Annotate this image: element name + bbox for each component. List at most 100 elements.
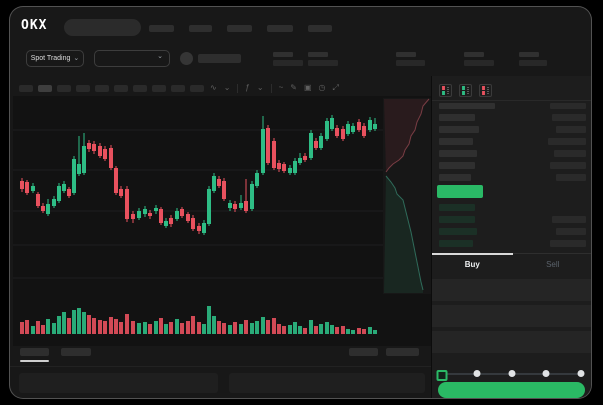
volume-bar	[137, 323, 141, 334]
timeframe-button[interactable]	[114, 85, 128, 92]
volume-bar	[46, 319, 50, 334]
candle-body	[282, 164, 286, 171]
nav-item-placeholder[interactable]	[227, 25, 252, 32]
ask-price-bar[interactable]	[439, 114, 475, 121]
tab-sell[interactable]: Sell	[513, 254, 592, 275]
chevron-down-icon[interactable]: ⌄	[223, 83, 231, 92]
candle-body	[186, 214, 190, 221]
bid-price-bar[interactable]	[439, 228, 477, 235]
volume-bar	[109, 317, 113, 334]
slider-stop-dot	[508, 370, 515, 377]
timeframe-button[interactable]	[19, 85, 33, 92]
volume-bar	[92, 318, 96, 334]
buy-submit-button[interactable]	[438, 382, 585, 398]
indicator-icon[interactable]: ƒ	[245, 83, 250, 92]
search-input[interactable]	[64, 19, 141, 36]
timeframe-button[interactable]	[38, 85, 52, 92]
nav-item-placeholder[interactable]	[189, 25, 212, 32]
bottom-tab[interactable]	[20, 348, 49, 356]
ask-price-bar[interactable]	[439, 126, 479, 133]
slider-stop-dot	[473, 370, 481, 377]
volume-bar	[125, 314, 129, 334]
volume-bar	[217, 321, 221, 334]
timeframe-button[interactable]	[57, 85, 71, 92]
orderbook-icon-line	[487, 91, 489, 93]
ask-amount-bar	[550, 162, 586, 169]
amount-slider[interactable]	[436, 368, 585, 381]
active-tab-underline	[20, 360, 49, 362]
stat-value-placeholder	[464, 60, 494, 66]
orderbook-icon-square	[462, 90, 465, 93]
bid-price-bar[interactable]	[439, 204, 475, 211]
slider-stop-50[interactable]	[508, 370, 515, 377]
expand-icon[interactable]: ⤢	[332, 83, 339, 92]
nav-item-placeholder[interactable]	[149, 25, 174, 32]
timeframe-button[interactable]	[133, 85, 147, 92]
volume-bar	[197, 322, 201, 334]
ticker-stat	[308, 52, 338, 66]
chart-style-icon[interactable]: ∿	[210, 83, 217, 92]
chevron-down-icon[interactable]: ⌄	[256, 83, 264, 92]
slider-stop-75[interactable]	[542, 370, 550, 377]
candle-body	[346, 124, 350, 134]
slider-stop-0[interactable]	[436, 370, 448, 381]
orderbook-icon-row	[462, 90, 469, 93]
orderbook-asks-icon[interactable]	[479, 84, 492, 97]
divider	[432, 100, 591, 101]
ask-price-bar[interactable]	[439, 150, 477, 157]
amount-field[interactable]	[432, 305, 591, 327]
total-field[interactable]	[432, 331, 591, 353]
ask-amount-bar	[554, 150, 586, 157]
tab-buy[interactable]: Buy	[432, 253, 513, 275]
draw-icon[interactable]: ✎	[290, 83, 297, 92]
candle-body	[77, 164, 81, 174]
volume-bar	[131, 321, 135, 334]
divider	[237, 83, 239, 93]
volume-bar	[357, 328, 361, 334]
orderbook-icon-row	[482, 90, 489, 93]
history-icon[interactable]: ◷	[318, 83, 326, 92]
bid-price-bar[interactable]	[439, 216, 475, 223]
orderbook-both-icon[interactable]	[439, 84, 452, 97]
bottom-tab[interactable]	[61, 348, 91, 356]
bottom-action[interactable]	[349, 348, 378, 356]
ask-price-bar[interactable]	[439, 162, 475, 169]
price-field[interactable]	[432, 279, 591, 301]
stat-label-placeholder	[464, 52, 484, 57]
ask-price-bar[interactable]	[439, 138, 473, 145]
ticker-stat	[464, 52, 494, 66]
nav-item-placeholder[interactable]	[267, 25, 293, 32]
market-selector-button[interactable]: Spot Trading ⌄	[26, 50, 84, 67]
candle-body	[250, 184, 254, 209]
line-tool-icon[interactable]: ~	[278, 83, 284, 92]
orderbook-icon-line	[467, 93, 469, 95]
timeframe-button[interactable]	[95, 85, 109, 92]
candle-body	[67, 189, 71, 196]
timeframe-button[interactable]	[171, 85, 185, 92]
bid-price-bar[interactable]	[439, 240, 473, 247]
ask-price-bar[interactable]	[439, 174, 471, 181]
candle-body	[175, 211, 179, 219]
volume-bar	[255, 321, 259, 334]
volume-bar	[52, 323, 56, 334]
timeframe-button[interactable]	[190, 85, 204, 92]
camera-icon[interactable]: ▣	[303, 83, 312, 92]
orderbook-bids-icon[interactable]	[459, 84, 472, 97]
nav-item-placeholder[interactable]	[308, 25, 332, 32]
volume-bar	[244, 320, 248, 334]
timeframe-button[interactable]	[76, 85, 90, 92]
candle-body	[303, 156, 307, 160]
candle-body	[148, 213, 152, 216]
timeframe-button[interactable]	[152, 85, 166, 92]
ticker-stat	[396, 52, 425, 66]
pair-selector-dropdown[interactable]: ⌄	[94, 50, 170, 67]
orderbook-icon-row	[482, 86, 489, 89]
candle-body	[228, 203, 232, 208]
slider-stop-25[interactable]	[473, 370, 481, 377]
orderbook-icon-square	[462, 88, 465, 91]
last-price-bar[interactable]	[437, 185, 483, 198]
price-chart[interactable]	[13, 96, 431, 346]
orderbook-icon-row	[462, 88, 469, 91]
slider-stop-100[interactable]	[577, 370, 585, 377]
bottom-action[interactable]	[386, 348, 419, 356]
